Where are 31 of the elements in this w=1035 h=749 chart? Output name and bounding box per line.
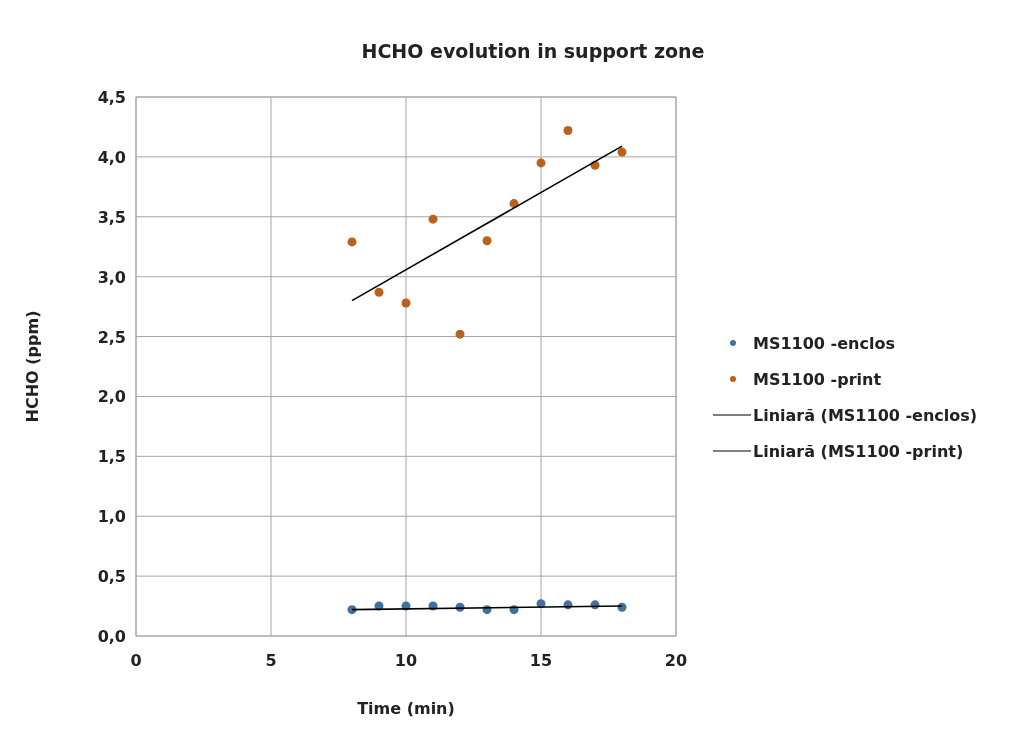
legend-label: Liniară (MS1100 -enclos) xyxy=(753,406,978,425)
point xyxy=(563,126,573,136)
y-tick-label: 3,5 xyxy=(97,207,126,227)
legend-label: MS1100 -print xyxy=(753,370,882,389)
x-tick-label: 15 xyxy=(529,651,553,670)
legend-label: MS1100 -enclos xyxy=(753,334,895,353)
point xyxy=(455,329,465,339)
x-tick-label: 5 xyxy=(265,651,277,670)
y-tick-label: 4,0 xyxy=(97,147,126,167)
point xyxy=(347,237,357,247)
point xyxy=(482,236,492,246)
y-tick-label: 0,0 xyxy=(97,627,126,646)
y-tick-label: 1,0 xyxy=(97,507,126,527)
y-tick-label: 1,5 xyxy=(97,447,126,467)
point xyxy=(536,158,546,168)
y-tick-label: 0,5 xyxy=(97,567,126,587)
point xyxy=(401,298,411,308)
point xyxy=(374,287,384,297)
legend-label: Liniară (MS1100 -print) xyxy=(753,442,964,461)
point xyxy=(617,147,627,157)
x-tick-label: 10 xyxy=(394,651,418,670)
x-axis-title: Time (min) xyxy=(357,699,455,718)
chart-title: HCHO evolution in support zone xyxy=(361,40,705,62)
y-axis-title: HCHO (ppm) xyxy=(23,310,42,423)
y-tick-label: 2,5 xyxy=(97,327,126,347)
y-tick-label: 2,0 xyxy=(97,387,126,407)
y-tick-label: 4,5 xyxy=(97,88,126,107)
x-tick-label: 0 xyxy=(130,651,142,670)
x-tick-label: 20 xyxy=(664,651,688,670)
point xyxy=(428,214,438,224)
y-tick-label: 3,0 xyxy=(97,267,126,287)
